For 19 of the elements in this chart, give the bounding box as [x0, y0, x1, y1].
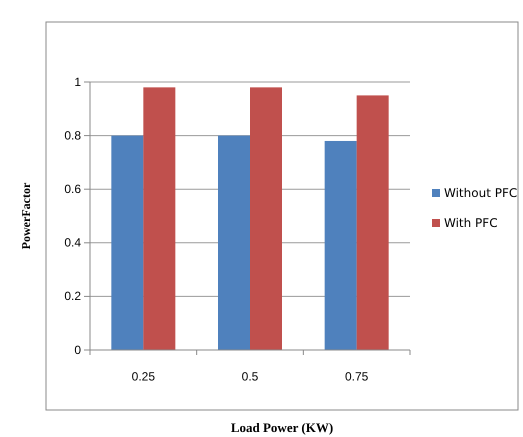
y-axis-title: PowerFactor	[19, 182, 33, 250]
x-axis-title: Load Power (KW)	[230, 420, 334, 435]
bar	[250, 87, 282, 350]
x-tick-label: 0.5	[242, 370, 259, 384]
y-tick-label: 0	[74, 342, 82, 357]
y-tick-label: 0.6	[64, 182, 82, 196]
y-tick-label: 0.8	[64, 128, 82, 142]
bar	[324, 140, 357, 350]
x-tick-label: 0.75	[344, 370, 369, 384]
bar	[143, 87, 176, 350]
legend-label: With PFC	[444, 216, 498, 230]
bar	[218, 136, 250, 350]
y-tick-label: 0.2	[64, 289, 82, 304]
bar	[111, 136, 144, 350]
x-tick-label: 0.25	[132, 370, 156, 384]
y-tick-label: 1	[74, 74, 82, 89]
bar	[356, 95, 389, 350]
y-tick-label: 0.4	[64, 236, 82, 250]
legend-label: Without PFC	[444, 186, 518, 200]
